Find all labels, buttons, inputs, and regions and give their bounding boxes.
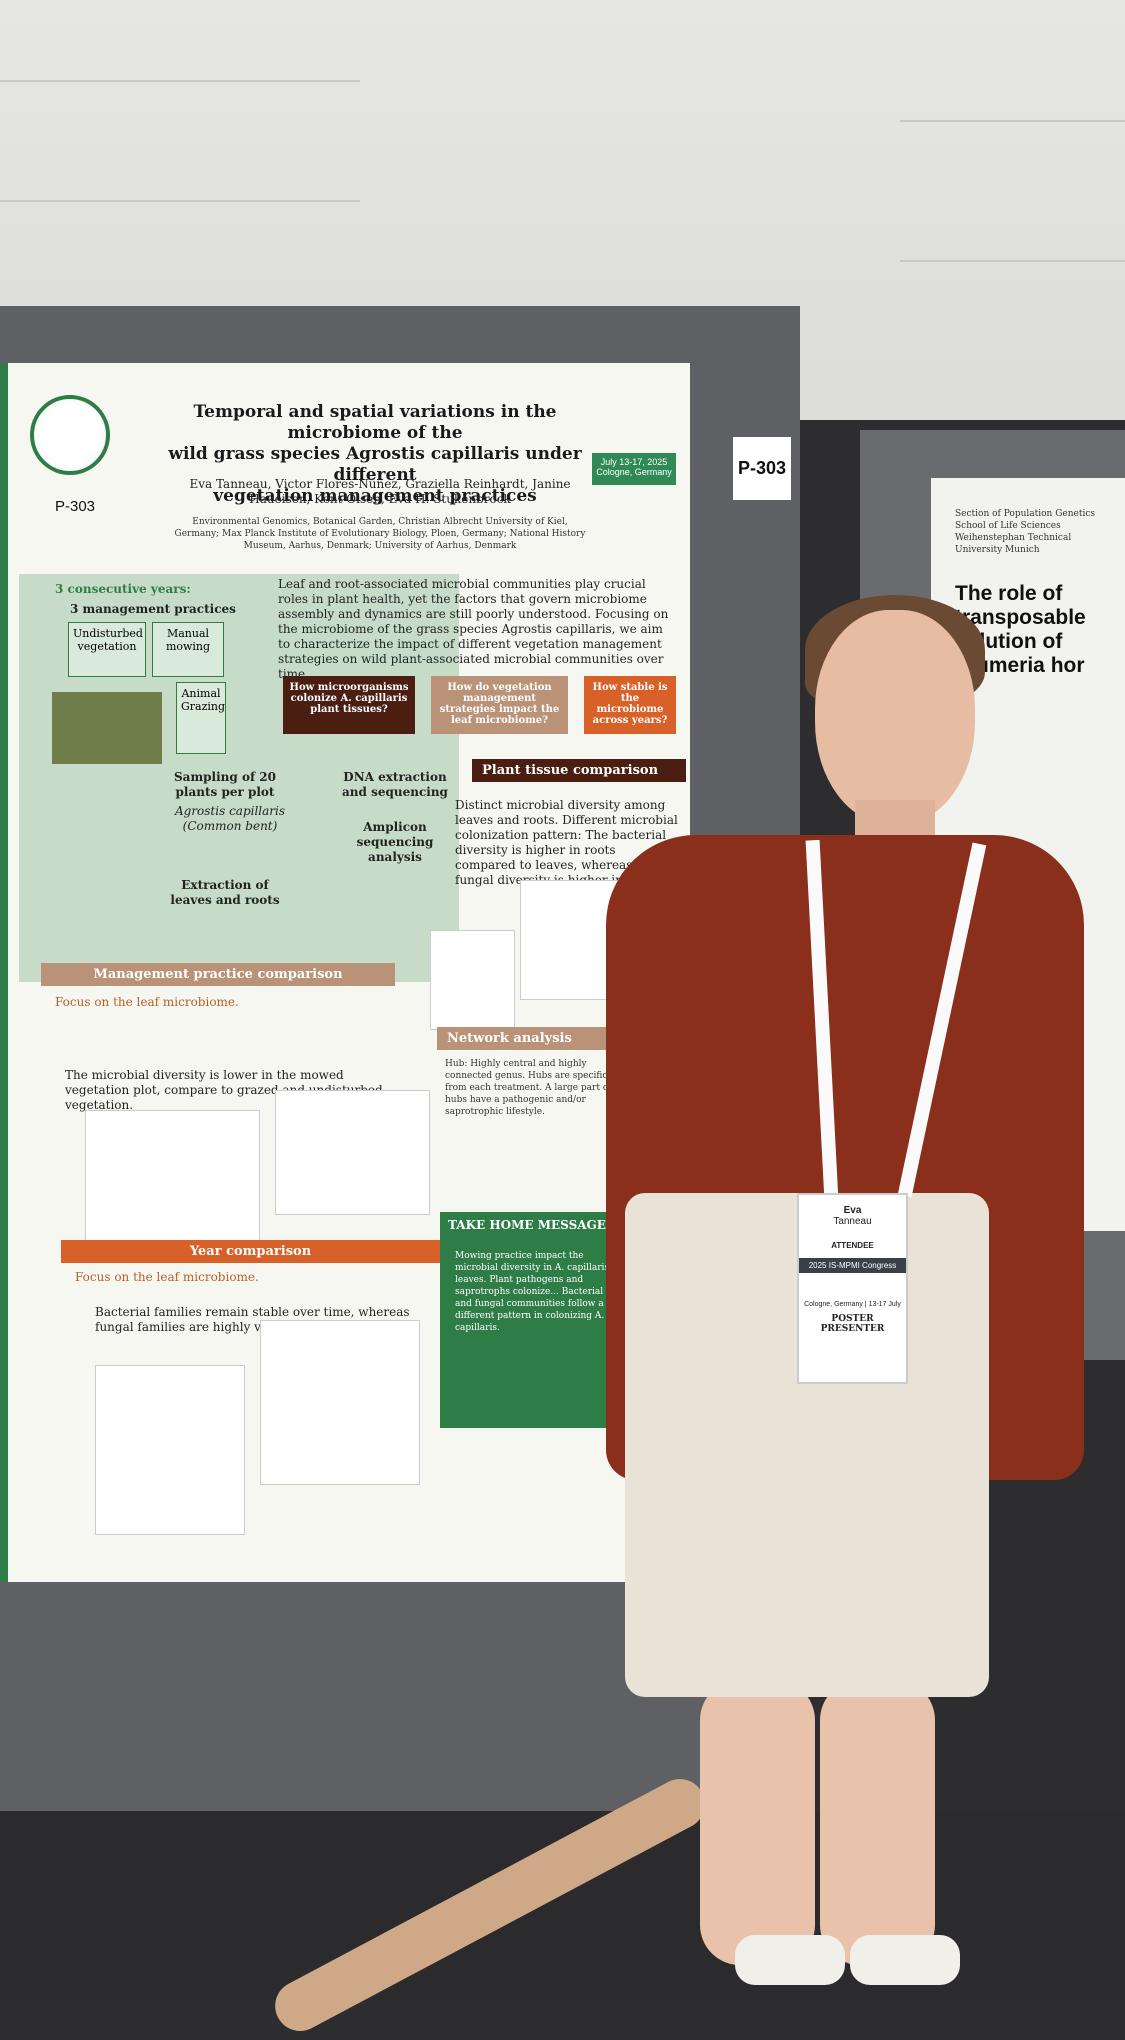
step: Extraction of leaves and roots <box>170 878 280 907</box>
badge-date: Cologne, Germany | 13-17 July <box>804 1301 901 1308</box>
section-text: Mowing practice impact the microbial div… <box>455 1251 610 1333</box>
section-heading: TAKE HOME MESSAGE <box>448 1218 606 1232</box>
intro: Leaf and root-associated microbial commu… <box>278 577 669 681</box>
badge-first-name: Eva <box>843 1205 862 1216</box>
badge-ribbon: POSTER PRESENTER <box>820 1314 885 1334</box>
poster-title: Temporal and spatial variations in the m… <box>150 402 600 507</box>
section-text: Hub: Highly central and highly connected… <box>445 1059 612 1117</box>
badge-event: 2025 IS-MPMI Congress <box>799 1258 906 1273</box>
shoe <box>735 1935 845 1985</box>
step: Agrostis capillaris (Common bent) <box>174 804 286 833</box>
heading: 3 consecutive years: <box>55 582 191 596</box>
wall-panel <box>900 260 1125 262</box>
step: Amplicon sequencing analysis <box>356 820 434 864</box>
figure <box>430 930 515 1030</box>
question: How do vegetation management strategies … <box>431 676 568 734</box>
title-line: The role of transposable <box>955 582 1086 629</box>
section-bar: Year comparison <box>61 1240 440 1263</box>
date-box: July 13-17, 2025 Cologne, Germany <box>592 453 676 485</box>
authors: Eva Tanneau, Victor Flores-Núñez, Grazie… <box>189 477 571 506</box>
board-number: P-303 <box>733 437 791 500</box>
neighbor-affiliation: Section of Population Genetics School of… <box>955 509 1095 555</box>
practice-box: Undisturbed vegetation <box>68 622 146 677</box>
question: How microorganisms colonize A. capillari… <box>283 676 415 734</box>
step: Sampling of 20 plants per plot <box>174 770 276 799</box>
title-line: vegetation management practices <box>213 486 537 506</box>
name-badge: Eva Tanneau ATTENDEE 2025 IS-MPMI Congre… <box>797 1193 908 1384</box>
congress-logo <box>30 395 110 475</box>
section-bar: Network analysis <box>437 1027 625 1050</box>
section-bar: Management practice comparison <box>41 963 395 986</box>
practice-box: Animal Grazing <box>176 682 226 754</box>
wall-panel <box>0 80 360 82</box>
question: How stable is the microbiome across year… <box>584 676 676 734</box>
section-text: The microbial diversity is lower in the … <box>65 1068 383 1112</box>
step: DNA extraction and sequencing <box>342 770 448 799</box>
title-line: wild grass species Agrostis capillaris u… <box>168 444 582 485</box>
figure <box>95 1365 245 1535</box>
heading: 3 management practices <box>70 602 236 616</box>
neighbor-title: The role of transposable volution of Blu… <box>955 582 1125 678</box>
section-bar: Plant tissue comparison <box>472 759 686 782</box>
take-home <box>440 1212 625 1428</box>
wall-panel <box>0 200 360 202</box>
field-photo <box>52 692 162 764</box>
section-focus: Focus on the leaf microbiome. <box>55 995 239 1009</box>
shoe <box>850 1935 960 1985</box>
title-line: Temporal and spatial variations in the m… <box>193 402 557 443</box>
face <box>815 610 975 825</box>
badge-last-name: Tanneau <box>833 1216 872 1227</box>
figure <box>85 1110 260 1245</box>
badge-role: ATTENDEE <box>831 1241 874 1250</box>
leg <box>820 1680 935 1965</box>
poster-id: P-303 <box>55 498 96 515</box>
section-text: Bacterial families remain stable over ti… <box>95 1305 410 1334</box>
wall-panel <box>900 120 1125 122</box>
figure <box>275 1090 430 1215</box>
affiliations: Environmental Genomics, Botanical Garden… <box>174 517 586 551</box>
leg <box>700 1680 815 1965</box>
figure <box>260 1320 420 1485</box>
practice-box: Manual mowing <box>152 622 224 677</box>
section-focus: Focus on the leaf microbiome. <box>75 1270 259 1284</box>
